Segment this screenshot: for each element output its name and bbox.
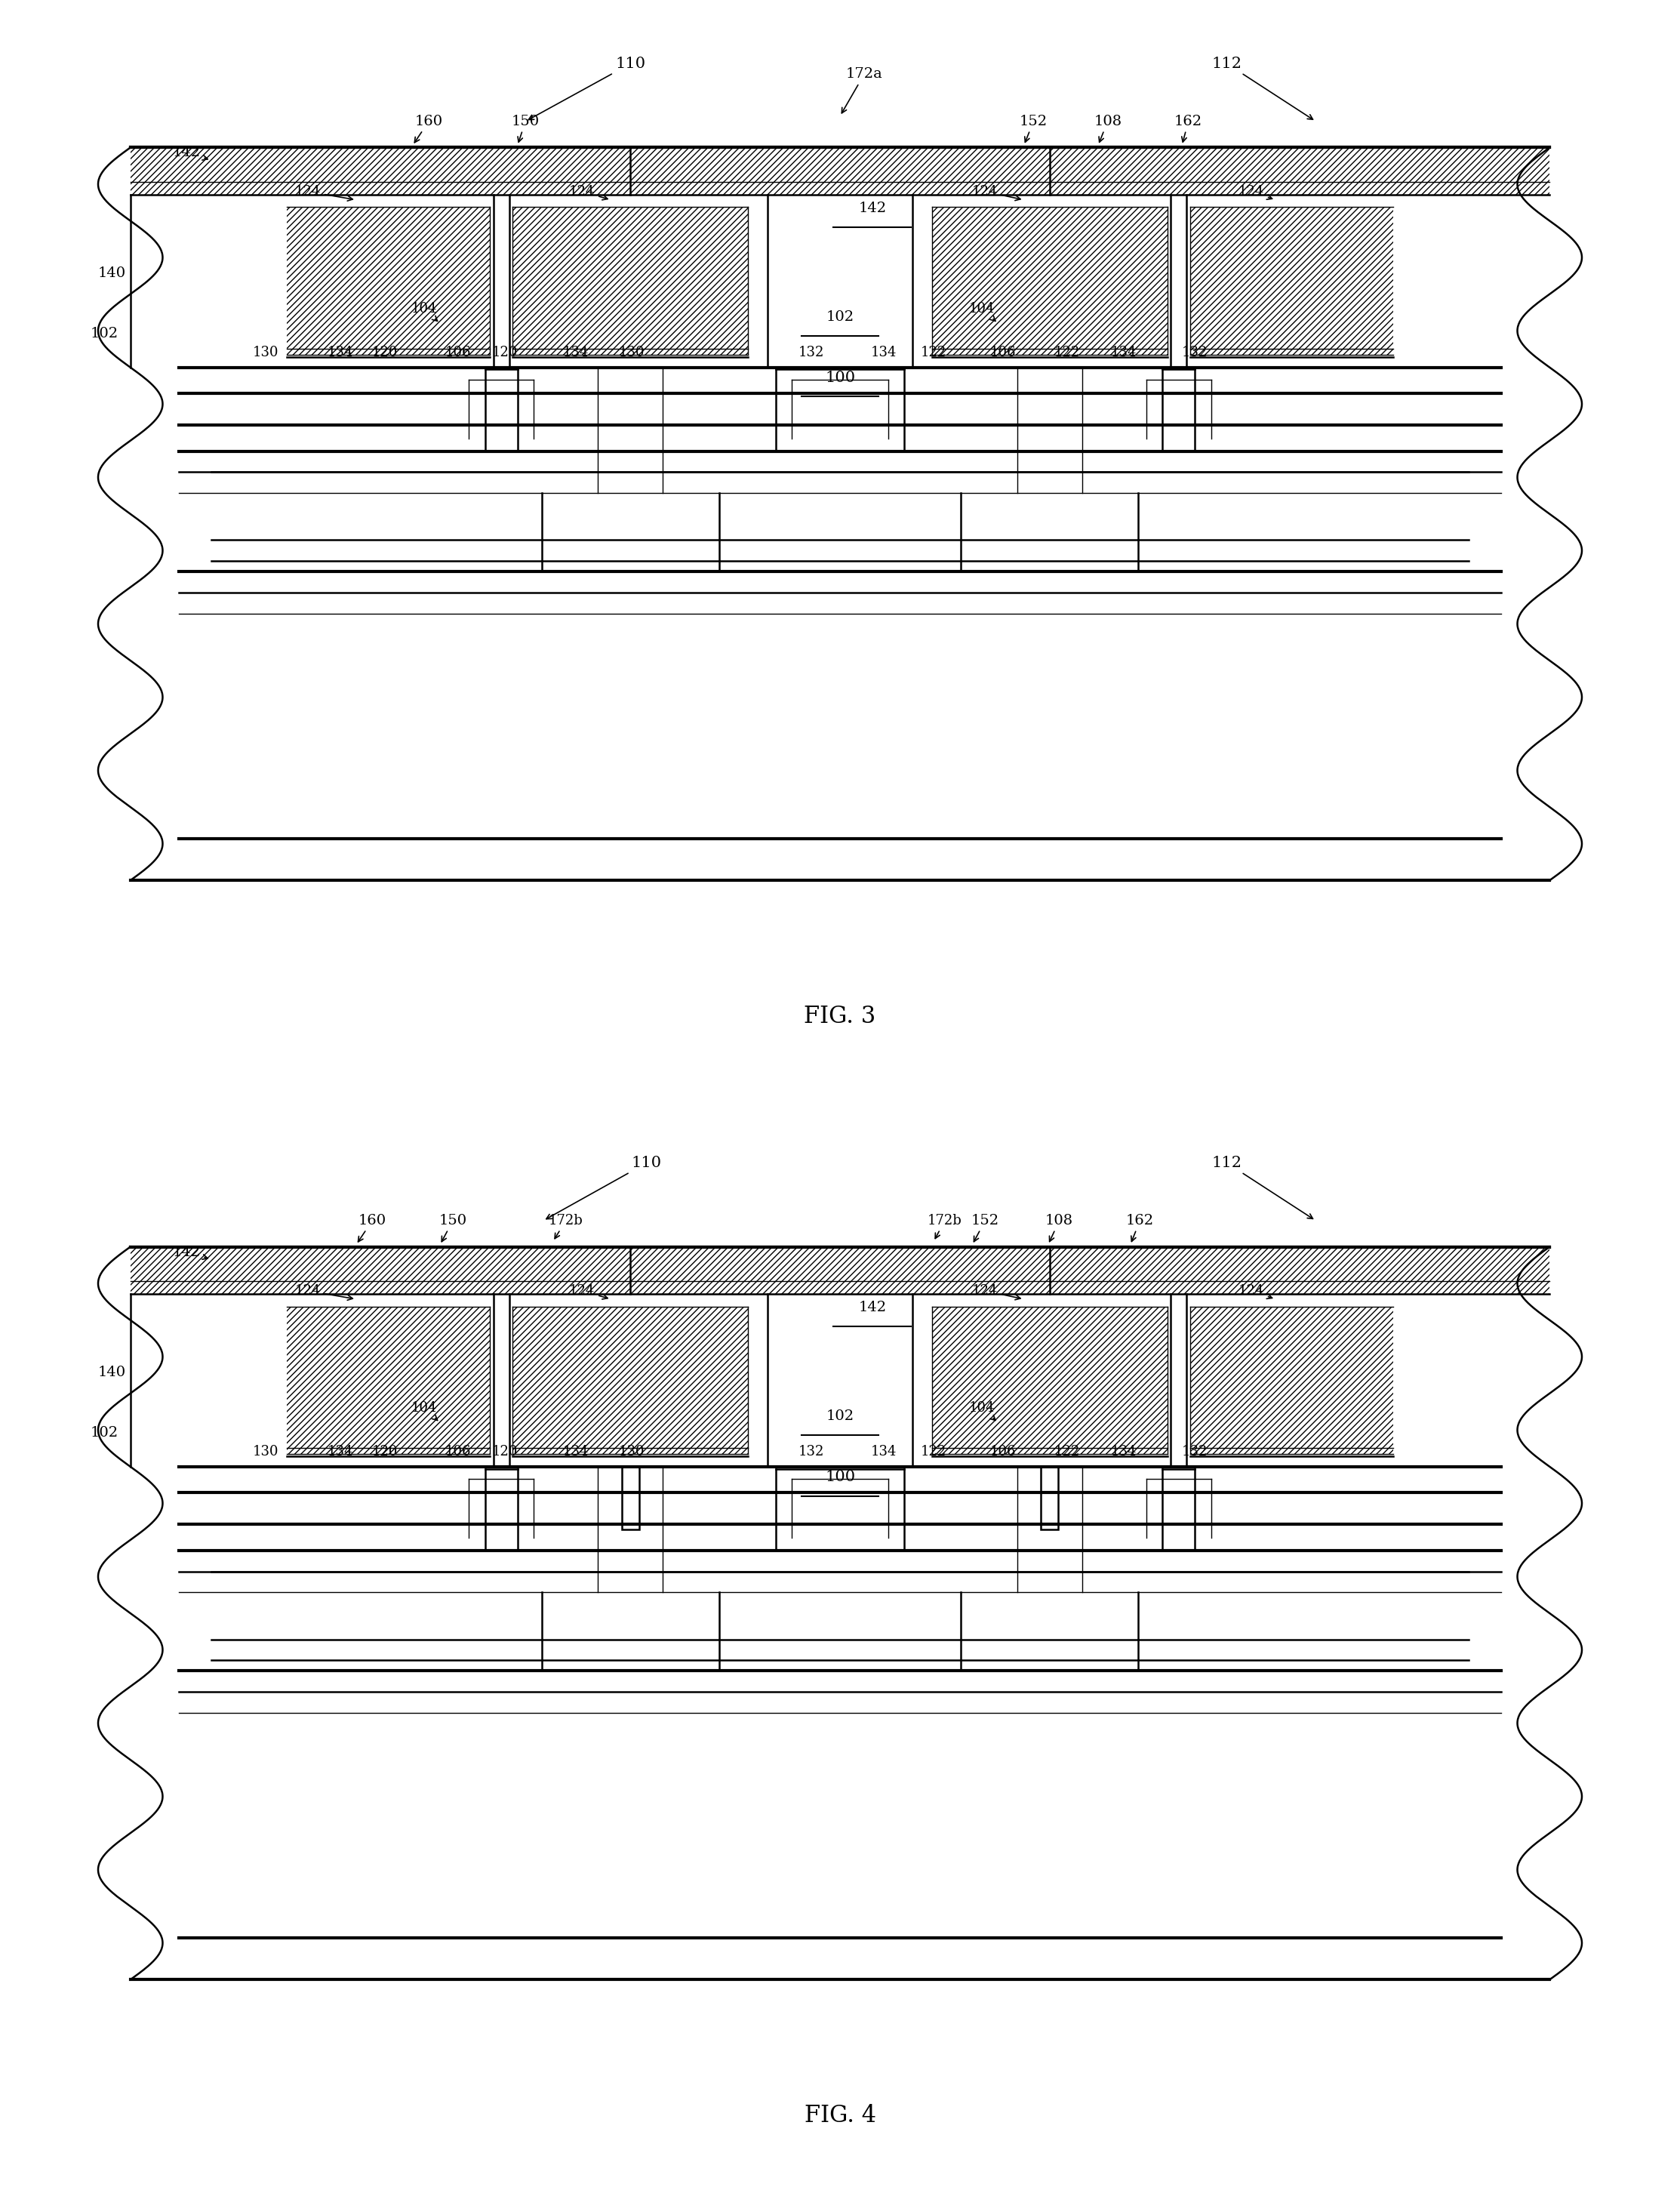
Text: 104: 104 bbox=[412, 1402, 437, 1421]
Text: 106: 106 bbox=[445, 1445, 470, 1459]
Text: 108: 108 bbox=[1094, 114, 1122, 142]
Text: 142: 142 bbox=[858, 201, 887, 215]
Text: 122: 122 bbox=[1055, 346, 1080, 359]
Text: 106: 106 bbox=[990, 1445, 1016, 1459]
Text: 104: 104 bbox=[412, 302, 437, 322]
Text: 102: 102 bbox=[827, 1410, 853, 1424]
Text: 130: 130 bbox=[618, 1445, 645, 1459]
Text: 134: 134 bbox=[870, 1445, 897, 1459]
Text: 140: 140 bbox=[97, 1367, 126, 1380]
Text: 102: 102 bbox=[827, 311, 853, 324]
Text: 132: 132 bbox=[798, 346, 823, 359]
Bar bbox=[287, 208, 491, 355]
Bar bbox=[932, 208, 1168, 355]
Text: 122: 122 bbox=[921, 1445, 946, 1459]
Text: 112: 112 bbox=[1211, 1156, 1312, 1218]
Text: 104: 104 bbox=[969, 1402, 996, 1421]
Bar bbox=[131, 1246, 1549, 1294]
Text: 120: 120 bbox=[373, 346, 398, 359]
Text: 124: 124 bbox=[296, 1283, 353, 1301]
Text: 120: 120 bbox=[492, 1445, 517, 1459]
Text: 142: 142 bbox=[173, 147, 208, 160]
Text: 124: 124 bbox=[296, 184, 353, 201]
Text: 152: 152 bbox=[971, 1213, 1000, 1242]
Text: 134: 134 bbox=[870, 346, 897, 359]
Text: 132: 132 bbox=[1181, 346, 1208, 359]
Text: 124: 124 bbox=[1238, 184, 1272, 199]
Text: 132: 132 bbox=[798, 1445, 823, 1459]
Text: 152: 152 bbox=[1020, 114, 1048, 142]
Text: 102: 102 bbox=[91, 1426, 118, 1441]
Text: 140: 140 bbox=[97, 267, 126, 280]
Text: 134: 134 bbox=[1110, 1445, 1137, 1459]
Text: 172a: 172a bbox=[842, 68, 882, 114]
Bar bbox=[932, 1307, 1168, 1454]
Bar bbox=[287, 1307, 491, 1454]
Text: 124: 124 bbox=[1238, 1283, 1272, 1299]
Text: 100: 100 bbox=[825, 370, 855, 385]
Text: 124: 124 bbox=[570, 184, 608, 199]
Text: 120: 120 bbox=[492, 346, 517, 359]
Text: 124: 124 bbox=[973, 1283, 1020, 1301]
Text: 106: 106 bbox=[990, 346, 1016, 359]
Text: 106: 106 bbox=[445, 346, 470, 359]
Bar bbox=[512, 1307, 748, 1454]
Text: 134: 134 bbox=[328, 346, 353, 359]
Text: 162: 162 bbox=[1126, 1213, 1154, 1242]
Text: 122: 122 bbox=[1055, 1445, 1080, 1459]
Text: 130: 130 bbox=[618, 346, 645, 359]
Text: 134: 134 bbox=[563, 346, 588, 359]
Bar bbox=[622, 1467, 638, 1529]
Text: FIG. 4: FIG. 4 bbox=[805, 2105, 875, 2126]
Text: 160: 160 bbox=[415, 114, 444, 142]
Text: 172b: 172b bbox=[927, 1213, 963, 1240]
Text: 134: 134 bbox=[1110, 346, 1137, 359]
Text: 162: 162 bbox=[1174, 114, 1203, 142]
Text: 102: 102 bbox=[91, 326, 118, 342]
Text: 108: 108 bbox=[1045, 1213, 1074, 1242]
Text: 100: 100 bbox=[825, 1469, 855, 1485]
Text: 124: 124 bbox=[570, 1283, 608, 1299]
Bar bbox=[1189, 208, 1393, 355]
Text: 134: 134 bbox=[328, 1445, 353, 1459]
Text: 104: 104 bbox=[969, 302, 996, 322]
Text: 112: 112 bbox=[1211, 57, 1312, 120]
Text: 142: 142 bbox=[173, 1246, 208, 1259]
Text: 130: 130 bbox=[252, 1445, 279, 1459]
Text: 120: 120 bbox=[373, 1445, 398, 1459]
Bar bbox=[512, 208, 748, 355]
Text: 150: 150 bbox=[511, 114, 539, 142]
Text: 150: 150 bbox=[438, 1213, 467, 1242]
Text: 110: 110 bbox=[546, 1156, 662, 1220]
Text: 130: 130 bbox=[252, 346, 279, 359]
Text: 160: 160 bbox=[358, 1213, 386, 1242]
Text: 110: 110 bbox=[529, 57, 645, 120]
Text: 132: 132 bbox=[1181, 1445, 1208, 1459]
Text: 124: 124 bbox=[973, 184, 1020, 201]
Text: 134: 134 bbox=[563, 1445, 588, 1459]
Text: 172b: 172b bbox=[549, 1213, 583, 1240]
Text: 142: 142 bbox=[858, 1301, 887, 1314]
Text: 122: 122 bbox=[921, 346, 946, 359]
Text: FIG. 3: FIG. 3 bbox=[805, 1005, 875, 1027]
Bar bbox=[131, 147, 1549, 195]
Bar bbox=[1042, 1467, 1058, 1529]
Bar bbox=[1189, 1307, 1393, 1454]
